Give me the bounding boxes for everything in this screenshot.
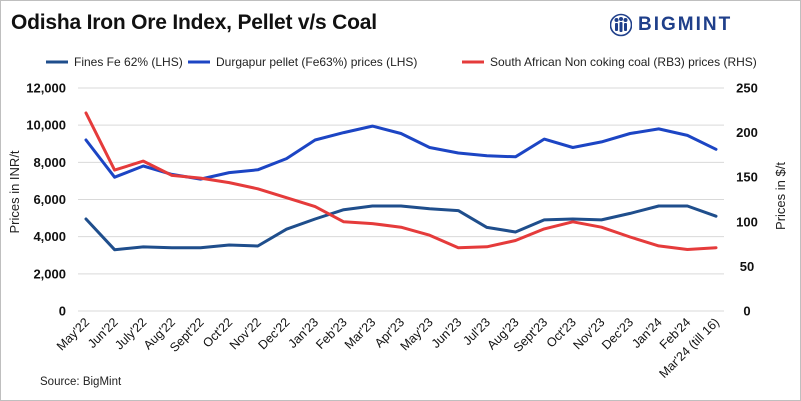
y-axis-left: 0 2,000 4,000 6,000 8,000 10,000 12,000 — [26, 81, 66, 319]
y-tick-label-left: 12,000 — [26, 81, 66, 96]
chart-title: Odisha Iron Ore Index, Pellet v/s Coal — [11, 11, 377, 34]
series-line-1 — [84, 204, 718, 252]
y-tick-label-right: 50 — [740, 259, 754, 274]
y-tick-label-right: 150 — [736, 170, 758, 185]
x-tick-label: Mar'23 — [342, 315, 379, 352]
bigmint-logo: BIGMINT — [610, 12, 732, 38]
x-tick-label: Feb'23 — [313, 315, 350, 352]
legend-label: Fines Fe 62% (LHS) — [74, 55, 183, 69]
x-tick-label: Jun'23 — [429, 315, 465, 351]
y-axis-left-label: Prices in INR/t — [7, 150, 22, 233]
series-line-2 — [84, 124, 718, 181]
y-tick-label-right: 250 — [736, 81, 758, 96]
y-tick-label-right: 100 — [736, 214, 758, 229]
y-axis-right: 0 50 100 150 200 250 — [736, 81, 758, 319]
bigmint-logo-icon — [610, 13, 632, 37]
x-tick-label: Dec'23 — [599, 315, 636, 352]
y-tick-label-left: 6,000 — [33, 192, 66, 207]
series-lines — [84, 111, 718, 252]
y-tick-label-left: 0 — [59, 304, 66, 319]
y-axis-right-label: Prices in $/t — [773, 162, 788, 230]
legend-label: South African Non coking coal (RB3) pric… — [490, 55, 757, 69]
y-tick-label-right: 0 — [743, 304, 750, 319]
legend-label: Durgapur pellet (Fe63%) prices (LHS) — [216, 55, 417, 69]
y-tick-label-left: 4,000 — [33, 229, 66, 244]
series-line-3 — [84, 111, 718, 251]
x-tick-label: Dec'22 — [255, 315, 292, 352]
y-tick-label-right: 200 — [736, 125, 758, 140]
source-note: Source: BigMint — [40, 376, 122, 388]
x-tick-label: May'23 — [398, 315, 436, 353]
y-tick-label-left: 10,000 — [26, 118, 66, 133]
gridlines — [78, 87, 724, 312]
y-tick-label-left: 2,000 — [33, 266, 66, 281]
legend: Fines Fe 62% (LHS) Durgapur pellet (Fe63%… — [46, 55, 757, 69]
x-tick-label: May'22 — [54, 315, 92, 353]
brand-name: BIGMINT — [638, 14, 733, 35]
y-tick-label-left: 8,000 — [33, 155, 66, 170]
x-axis: May'22Jun'22July'22Aug'22Sept'22Oct'22No… — [54, 315, 722, 381]
